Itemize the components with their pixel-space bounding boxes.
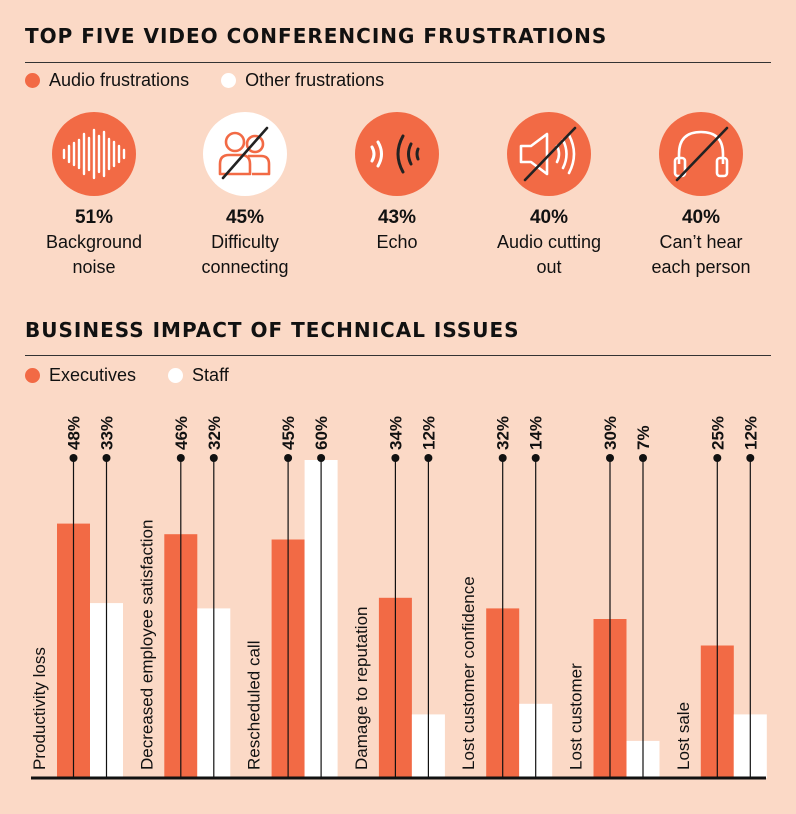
stat-cant-hear-each-person: 40% Can’t hear each person (626, 205, 776, 280)
stat-label: Can’t hear each person (651, 232, 751, 277)
category-label: Decreased employee satisfaction (137, 520, 156, 770)
business-impact-bar-chart: Productivity loss 48% 33% Decreased employe… (30, 416, 767, 780)
legend-item-other: Other frustrations (221, 70, 384, 91)
value-label: 34% (386, 416, 405, 450)
value-label: 46% (172, 416, 191, 450)
leader-dot (317, 454, 326, 462)
legend-item-executives: Executives (25, 365, 136, 386)
value-label: 32% (205, 416, 224, 450)
stat-echo: 43% Echo (322, 205, 472, 255)
speaker-muted-icon (507, 112, 591, 196)
value-label: 12% (419, 416, 438, 450)
leader-dot (284, 454, 293, 462)
stat-percent: 45% (225, 207, 265, 228)
legend-swatch-other (221, 73, 237, 88)
divider (25, 62, 771, 63)
stat-label: Background noise (45, 232, 143, 277)
stat-label: Audio cutting out (496, 232, 602, 277)
section-title-frustrations: TOP FIVE VIDEO CONFERENCING FRUSTRATIONS (25, 24, 608, 48)
headphones-crossed-icon (659, 112, 743, 196)
leader-dot (391, 454, 400, 462)
stat-label: Difficulty connecting (201, 232, 289, 277)
leader-dot (531, 454, 540, 462)
category-label: Lost sale (674, 702, 693, 770)
echo-icon (355, 112, 439, 196)
value-label: 60% (312, 416, 331, 450)
stat-label: Echo (376, 232, 418, 252)
value-label: 12% (741, 416, 760, 450)
legend-item-staff: Staff (168, 365, 229, 386)
category-label: Damage to reputation (352, 607, 371, 771)
stat-percent: 43% (377, 207, 417, 228)
people-crossed-icon (203, 112, 287, 196)
legend-item-audio: Audio frustrations (25, 70, 189, 91)
stat-percent: 51% (74, 207, 114, 228)
legend-label-staff: Staff (192, 365, 229, 385)
stat-percent: 40% (529, 207, 569, 228)
legend-label-other: Other frustrations (245, 70, 385, 90)
category-label: Rescheduled call (245, 641, 264, 770)
value-label: 32% (494, 416, 513, 450)
category-label: Lost customer confidence (459, 576, 478, 770)
legend-swatch-staff (168, 368, 184, 383)
leader-dot (102, 454, 111, 462)
leader-dot (498, 454, 507, 462)
section-title-business-impact: BUSINESS IMPACT OF TECHNICAL ISSUES (25, 318, 520, 342)
value-label: 25% (708, 416, 727, 450)
leader-dot (713, 454, 722, 462)
sound-wave-icon (52, 112, 136, 196)
stat-background-noise: 51% Background noise (19, 205, 169, 280)
category-label: Productivity loss (30, 647, 49, 770)
category-label: Lost customer (567, 663, 586, 770)
divider (25, 355, 771, 356)
legend-frustrations: Audio frustrations Other frustrations (25, 70, 416, 91)
value-label: 30% (601, 416, 620, 450)
leader-dot (746, 454, 755, 462)
stat-percent: 40% (681, 207, 721, 228)
value-label: 45% (279, 416, 298, 450)
value-label: 48% (65, 416, 84, 450)
stat-difficulty-connecting: 45% Difficulty connecting (170, 205, 320, 280)
legend-label-executives: Executives (49, 365, 137, 385)
legend-swatch-audio (25, 73, 40, 88)
value-label: 7% (634, 425, 653, 450)
leader-dot (606, 454, 614, 462)
leader-dot (424, 454, 433, 462)
leader-dot (209, 454, 218, 462)
value-label: 33% (98, 416, 117, 450)
leader-dot (69, 454, 78, 462)
legend-business-impact: Executives Staff (25, 365, 261, 386)
value-label: 14% (527, 416, 546, 450)
legend-label-audio: Audio frustrations (49, 70, 190, 90)
stat-audio-cutting-out: 40% Audio cutting out (474, 205, 624, 280)
leader-dot (176, 454, 185, 462)
legend-swatch-executives (25, 368, 40, 383)
leader-dot (639, 454, 647, 462)
